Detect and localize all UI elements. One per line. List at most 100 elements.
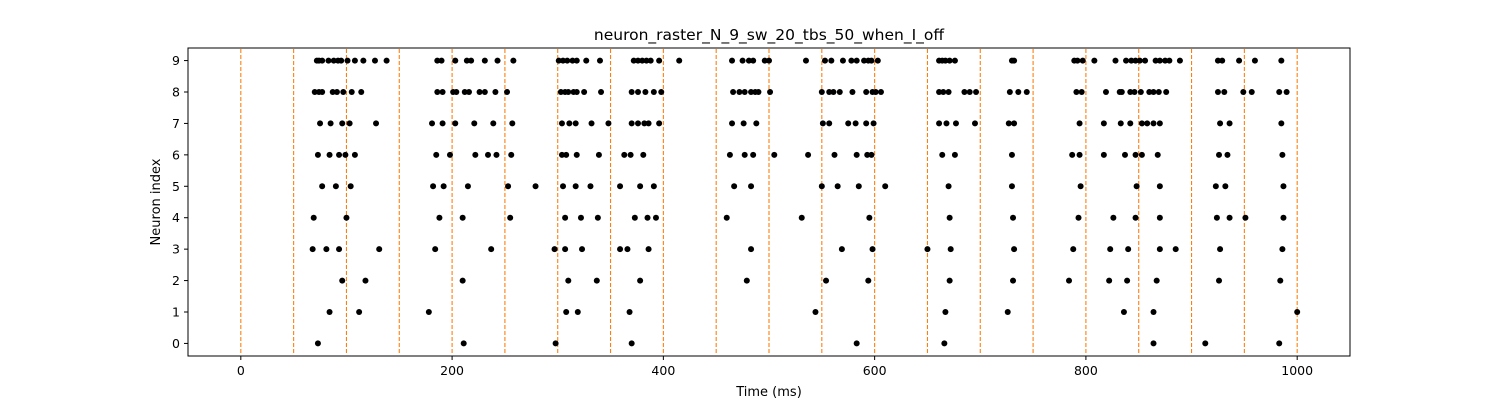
x-axis-label: Time (ms) <box>735 385 802 400</box>
spike-point <box>739 57 746 64</box>
spike-point <box>1278 120 1285 127</box>
spike-point <box>767 89 774 95</box>
y-tick-label: 5 <box>172 179 180 194</box>
spike-point <box>641 120 648 127</box>
spike-point <box>874 57 881 64</box>
spike-point <box>635 120 642 127</box>
spike-point <box>325 57 332 64</box>
spike-point <box>1008 183 1015 190</box>
spike-point <box>855 183 862 190</box>
spike-point <box>1132 57 1139 64</box>
spike-point <box>1074 57 1081 64</box>
spike-point <box>828 57 835 64</box>
spike-point <box>826 89 833 95</box>
spike-point <box>750 57 757 64</box>
spike-point <box>802 57 809 64</box>
spike-point <box>830 89 837 95</box>
spike-point <box>440 183 447 190</box>
spike-point <box>314 340 321 347</box>
spike-point <box>966 89 973 95</box>
spike-point <box>943 120 950 127</box>
spike-point <box>439 89 446 95</box>
spike-point <box>1279 151 1286 158</box>
spike-point <box>343 214 350 221</box>
spike-point <box>323 246 330 253</box>
spike-point <box>1079 57 1086 64</box>
spike-point <box>1118 89 1125 95</box>
spike-point <box>1236 57 1243 64</box>
spike-point <box>572 120 579 127</box>
spike-point <box>826 120 833 127</box>
spike-point <box>565 277 572 284</box>
spike-point <box>348 89 355 95</box>
spike-point <box>563 309 570 315</box>
spike-point <box>869 246 876 253</box>
spike-point <box>587 183 594 190</box>
spike-point <box>446 151 453 158</box>
spike-point <box>360 57 367 64</box>
spike-point <box>319 57 326 64</box>
spike-point <box>1248 89 1255 95</box>
spike-point <box>1010 214 1017 221</box>
spike-point <box>329 89 336 95</box>
spike-point <box>942 57 949 64</box>
spike-point <box>658 89 665 95</box>
spike-point <box>1142 57 1149 64</box>
spike-point <box>973 89 980 95</box>
spike-point <box>645 120 652 127</box>
spike-point <box>936 89 943 95</box>
spike-point <box>1150 340 1157 347</box>
spike-point <box>1008 151 1015 158</box>
spike-point <box>1156 57 1163 64</box>
spike-point <box>868 57 875 64</box>
spike-point <box>373 120 380 127</box>
spike-point <box>755 89 762 95</box>
spike-point <box>637 183 644 190</box>
spike-point <box>492 89 499 95</box>
spike-point <box>464 183 471 190</box>
spike-point <box>596 57 603 64</box>
x-tick-label: 200 <box>440 363 464 378</box>
spike-point <box>726 151 733 158</box>
spike-point <box>852 120 859 127</box>
spike-point <box>1070 246 1077 253</box>
spike-point <box>853 151 860 158</box>
spike-point <box>617 246 624 253</box>
spike-point <box>1156 246 1163 253</box>
spike-point <box>471 120 478 127</box>
spike-point <box>741 151 748 158</box>
spike-point <box>1242 214 1249 221</box>
spike-point <box>627 151 634 158</box>
spike-point <box>1163 89 1170 95</box>
spike-point <box>1152 57 1159 64</box>
spike-point <box>1127 120 1134 127</box>
spike-point <box>488 246 495 253</box>
spike-point <box>1102 89 1109 95</box>
x-tick-label: 0 <box>237 363 245 378</box>
spike-point <box>459 214 466 221</box>
spike-point <box>1154 151 1161 158</box>
spike-point <box>1280 183 1287 190</box>
spike-point <box>1138 120 1145 127</box>
spike-point <box>1202 340 1209 347</box>
spike-point <box>647 57 654 64</box>
spike-point <box>946 214 953 221</box>
spike-point <box>872 89 879 95</box>
spike-point <box>1150 309 1157 315</box>
spike-point <box>643 57 650 64</box>
spike-point <box>1120 309 1127 315</box>
spike-point <box>333 89 340 95</box>
spike-point <box>563 151 570 158</box>
spike-point <box>642 89 649 95</box>
spike-point <box>1226 120 1233 127</box>
spike-point <box>319 183 326 190</box>
spike-point <box>1219 57 1226 64</box>
spike-point <box>952 120 959 127</box>
spike-point <box>729 57 736 64</box>
spike-point <box>434 57 441 64</box>
spike-point <box>1278 57 1285 64</box>
spike-point <box>940 89 947 95</box>
spike-point <box>845 120 852 127</box>
spike-point <box>1150 120 1157 127</box>
